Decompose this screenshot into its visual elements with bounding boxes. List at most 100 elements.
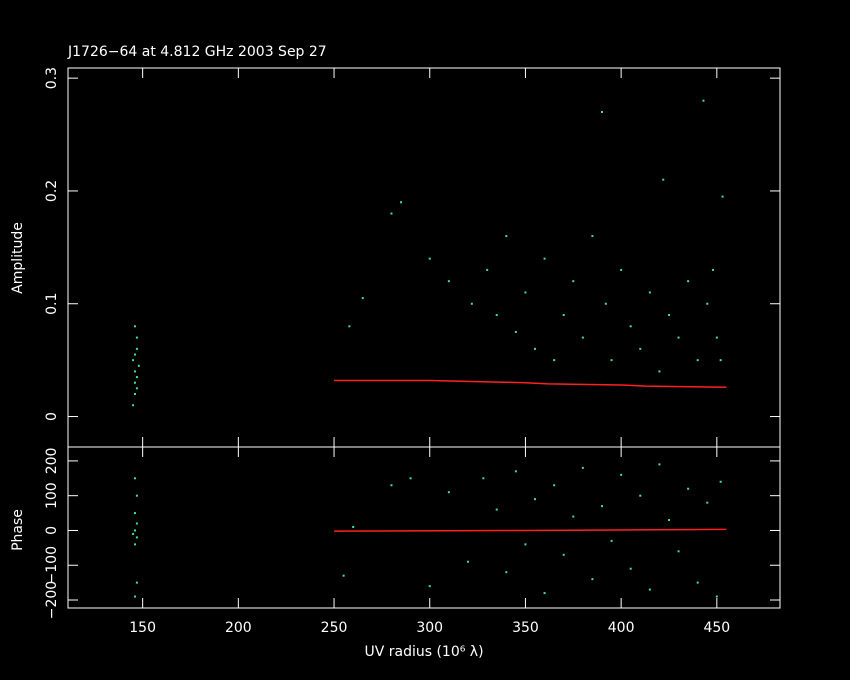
model-line bbox=[334, 379, 727, 388]
x-tick-label: 250 bbox=[321, 620, 348, 636]
data-point bbox=[447, 280, 450, 283]
data-point bbox=[447, 491, 450, 494]
data-point bbox=[687, 487, 690, 490]
data-point bbox=[132, 404, 135, 407]
x-tick-label: 300 bbox=[416, 620, 443, 636]
data-point bbox=[135, 336, 138, 339]
model-line bbox=[334, 528, 727, 532]
data-point bbox=[342, 574, 345, 577]
y-tick-label: 0.3 bbox=[44, 67, 60, 89]
data-point bbox=[719, 359, 722, 362]
data-point bbox=[677, 336, 680, 339]
data-point bbox=[620, 268, 623, 271]
data-point bbox=[604, 302, 607, 305]
data-point bbox=[629, 567, 632, 570]
data-point bbox=[428, 585, 431, 588]
data-point bbox=[495, 314, 498, 317]
data-point bbox=[514, 330, 517, 333]
data-point bbox=[658, 370, 661, 373]
data-point bbox=[706, 501, 709, 504]
data-point bbox=[400, 201, 403, 204]
y-tick-label: 0 bbox=[44, 526, 60, 535]
data-point bbox=[514, 470, 517, 473]
data-point bbox=[132, 532, 135, 535]
data-point bbox=[133, 543, 136, 546]
data-point bbox=[581, 466, 584, 469]
data-point bbox=[591, 235, 594, 238]
x-tick-label: 350 bbox=[512, 620, 539, 636]
data-point bbox=[581, 336, 584, 339]
y-tick-label: −200 bbox=[44, 581, 60, 619]
x-tick-label: 400 bbox=[608, 620, 635, 636]
data-point bbox=[715, 595, 718, 598]
data-point bbox=[135, 536, 138, 539]
data-point bbox=[712, 268, 715, 271]
data-point bbox=[135, 494, 138, 497]
data-point bbox=[706, 302, 709, 305]
data-point bbox=[601, 505, 603, 508]
data-point bbox=[715, 336, 718, 339]
data-point bbox=[428, 257, 431, 260]
plot-frame bbox=[67, 446, 781, 609]
data-point bbox=[534, 347, 537, 350]
data-point bbox=[687, 280, 690, 283]
y-tick-label: 0.1 bbox=[44, 293, 60, 315]
data-point bbox=[361, 297, 364, 300]
data-point bbox=[572, 280, 575, 283]
data-point bbox=[137, 364, 140, 367]
x-tick-label: 200 bbox=[225, 620, 252, 636]
data-point bbox=[524, 291, 527, 294]
data-point bbox=[719, 480, 722, 483]
data-point bbox=[133, 353, 136, 356]
data-point bbox=[482, 477, 485, 480]
data-point bbox=[553, 484, 556, 487]
y-axis-label: Phase bbox=[10, 509, 26, 551]
data-point bbox=[639, 494, 642, 497]
data-point bbox=[572, 515, 575, 518]
data-point bbox=[135, 581, 138, 584]
data-point bbox=[135, 522, 138, 525]
y-tick-label: −100 bbox=[44, 546, 60, 584]
data-point bbox=[591, 578, 594, 581]
data-point bbox=[702, 99, 705, 102]
data-point bbox=[610, 539, 613, 542]
y-tick-label: 0 bbox=[44, 412, 60, 421]
data-point bbox=[667, 519, 670, 522]
data-point bbox=[648, 291, 651, 294]
data-point bbox=[543, 257, 546, 260]
data-point bbox=[696, 581, 699, 584]
data-point bbox=[648, 588, 651, 591]
data-point bbox=[601, 110, 603, 113]
data-point bbox=[639, 347, 642, 350]
data-point bbox=[505, 235, 508, 238]
data-point bbox=[133, 529, 136, 532]
data-point bbox=[390, 212, 393, 215]
data-point bbox=[543, 592, 546, 595]
x-axis-label: UV radius (10⁶ λ) bbox=[364, 644, 483, 660]
y-tick-label: 200 bbox=[44, 448, 60, 475]
data-point bbox=[667, 314, 670, 317]
x-tick-label: 450 bbox=[703, 620, 730, 636]
data-point bbox=[133, 512, 136, 515]
chart-title: J1726−64 at 4.812 GHz 2003 Sep 27 bbox=[67, 44, 327, 60]
data-point bbox=[133, 392, 136, 395]
y-tick-label: 100 bbox=[44, 482, 60, 509]
y-tick-label: 0.2 bbox=[44, 180, 60, 202]
data-point bbox=[133, 325, 136, 328]
data-point bbox=[495, 508, 498, 511]
data-point bbox=[133, 381, 136, 384]
data-point bbox=[133, 595, 136, 598]
data-point bbox=[658, 463, 661, 466]
y-axis-label: Amplitude bbox=[10, 222, 26, 294]
data-point bbox=[677, 550, 680, 553]
data-point bbox=[135, 376, 138, 379]
data-point bbox=[553, 359, 556, 362]
data-point bbox=[721, 195, 724, 198]
data-point bbox=[524, 543, 527, 546]
data-point bbox=[135, 347, 138, 350]
data-point bbox=[133, 370, 136, 373]
data-point bbox=[409, 477, 412, 480]
data-point bbox=[352, 525, 355, 528]
